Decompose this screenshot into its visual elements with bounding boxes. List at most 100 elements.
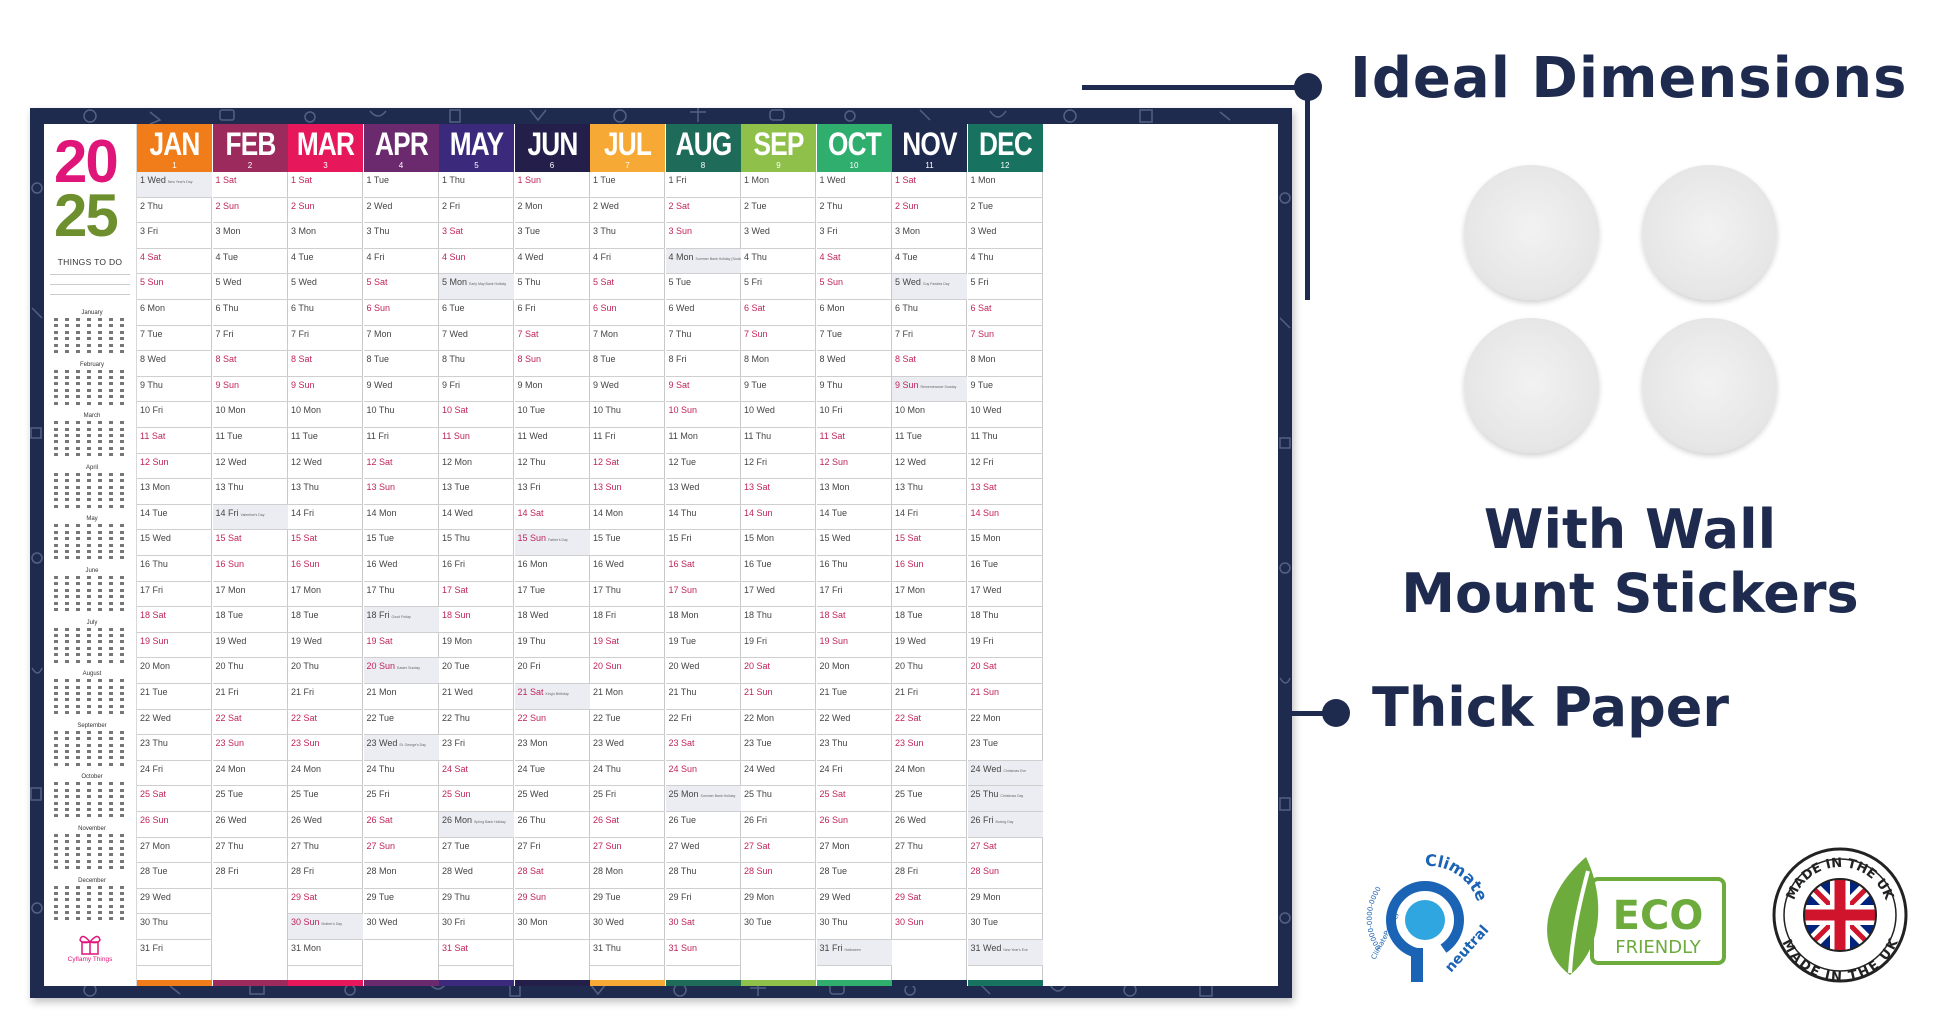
day-cell: 21 Sun <box>967 684 1043 710</box>
mini-calendar-grid <box>54 318 130 356</box>
day-cell: 24 Thu <box>590 761 665 787</box>
day-cell: 8 Fri <box>665 351 741 377</box>
day-cell: 10 Mon <box>212 402 288 428</box>
day-cell: 8 Thu <box>439 351 514 377</box>
day-cell: 2 Sun <box>288 198 363 224</box>
day-cell: 5 Wed Guy Fawkes Day <box>892 274 967 300</box>
day-cell: 16 Mon <box>514 556 590 582</box>
month-name: OCT <box>827 126 882 162</box>
day-cell: 29 Sat <box>288 889 363 915</box>
day-cell: 10 Sun <box>665 402 741 428</box>
day-cell: 2 Sun <box>212 198 288 224</box>
month-name: MAY <box>449 126 504 162</box>
day-cell: 19 Sat <box>363 633 439 659</box>
day-cell: 12 Fri <box>741 454 816 480</box>
day-cell: 17 Thu <box>363 582 439 608</box>
day-cell: 9 Tue <box>741 377 816 403</box>
day-cell: 1 Thu <box>439 172 514 198</box>
day-cell: 17 Sat <box>439 582 514 608</box>
day-cell: 24 Fri <box>137 761 212 787</box>
day-cell: 30 Fri <box>439 914 514 940</box>
day-cell: 18 Tue <box>212 607 288 633</box>
day-cell: 29 Wed <box>816 889 892 915</box>
day-cell: 8 Wed <box>816 351 892 377</box>
day-cell: 5 Wed <box>212 274 288 300</box>
day-cell: 13 Sun <box>363 479 439 505</box>
day-cell: 30 Tue <box>741 914 816 940</box>
day-cell: 15 Thu <box>439 530 514 556</box>
day-cell: 14 Fri <box>892 505 967 531</box>
day-cell: 21 Fri <box>892 684 967 710</box>
month-column-jan: JAN 1 1 Wed New Year's Day 2 Thu 3 Fri 4 Sat 5 … <box>137 124 212 986</box>
day-cell: 5 Mon Early May Bank Holiday <box>439 274 514 300</box>
day-cell: 27 Sat <box>741 838 816 864</box>
day-cell: 3 Tue <box>514 223 590 249</box>
day-cell: 23 Thu <box>816 735 892 761</box>
day-cell: 3 Thu <box>590 223 665 249</box>
day-cell: 22 Fri <box>665 710 741 736</box>
month-name: JUL <box>603 126 652 162</box>
day-cell: 25 Sat <box>137 786 212 812</box>
day-cell: 20 Wed <box>665 658 741 684</box>
day-cell: 10 Wed <box>741 402 816 428</box>
day-cell: 18 Fri Good Friday <box>363 607 439 633</box>
mini-calendar-grid <box>54 730 130 769</box>
day-cell: 18 Mon <box>665 607 741 633</box>
month-number: 3 <box>323 161 328 170</box>
day-cell: 7 Sun <box>967 326 1043 352</box>
day-cell: 21 Tue <box>137 684 212 710</box>
day-cell: 26 Wed <box>212 812 288 838</box>
day-cell: 9 Sat <box>665 377 741 403</box>
day-cell: 2 Sat <box>665 198 741 224</box>
month-name: AUG <box>675 126 732 162</box>
mount-sticker <box>1464 318 1599 453</box>
day-cell: 23 Sun <box>288 735 363 761</box>
day-cell: 21 Sun <box>741 684 816 710</box>
day-cell: 13 Mon <box>816 479 892 505</box>
holiday-name: Halloween <box>844 948 861 952</box>
day-cell: 4 Sat <box>816 249 892 275</box>
day-cell: 1 Mon <box>967 172 1043 198</box>
day-cell: 13 Fri <box>514 479 590 505</box>
day-cell: 7 Thu <box>665 326 741 352</box>
day-cell: 19 Mon <box>439 633 514 659</box>
gift-icon <box>79 935 101 955</box>
month-name: SEP <box>753 126 804 162</box>
day-cell: 12 Mon <box>439 454 514 480</box>
day-cell: 25 Fri <box>363 786 439 812</box>
day-cell: 23 Fri <box>439 735 514 761</box>
holiday-name: Easter Sunday <box>397 666 420 671</box>
month-footer-bar <box>363 980 439 986</box>
day-cell: 15 Tue <box>363 530 439 556</box>
day-cell: 12 Sun <box>137 454 212 480</box>
day-cell: 20 Mon <box>816 658 892 684</box>
day-cell: 17 Fri <box>137 582 212 608</box>
day-cell: 27 Thu <box>288 838 363 864</box>
day-cell: 22 Wed <box>137 710 212 736</box>
day-cell: 4 Tue <box>212 249 288 275</box>
day-cell: 26 Wed <box>288 812 363 838</box>
day-cell: 20 Mon <box>137 658 212 684</box>
month-header: APR 4 <box>363 124 439 172</box>
month-header: NOV 11 <box>892 124 967 172</box>
day-cell: 24 Mon <box>212 761 288 787</box>
day-cell: 19 Sat <box>590 633 665 659</box>
day-cell: 8 Sat <box>212 351 288 377</box>
day-cell: 20 Sun Easter Sunday <box>363 658 439 684</box>
day-cell: 15 Sat <box>288 530 363 556</box>
day-cell: 3 Fri <box>137 223 212 249</box>
climate-neutral-badge: Climate neutral 00000-0000-0000 ClimateP… <box>1366 851 1492 982</box>
day-cell: 14 Fri <box>288 505 363 531</box>
day-cell: 5 Wed <box>288 274 363 300</box>
day-cell: 4 Tue <box>288 249 363 275</box>
day-cell: 16 Sat <box>665 556 741 582</box>
day-cell: 29 Thu <box>439 889 514 915</box>
day-cell: 14 Sun <box>967 505 1043 531</box>
mini-calendar-grid <box>54 421 130 459</box>
day-cell: 25 Wed <box>514 786 590 812</box>
day-cell: 21 Mon <box>363 684 439 710</box>
day-cell: 27 Thu <box>212 838 288 864</box>
day-cell: 24 Fri <box>816 761 892 787</box>
day-cell: 6 Tue <box>439 300 514 326</box>
